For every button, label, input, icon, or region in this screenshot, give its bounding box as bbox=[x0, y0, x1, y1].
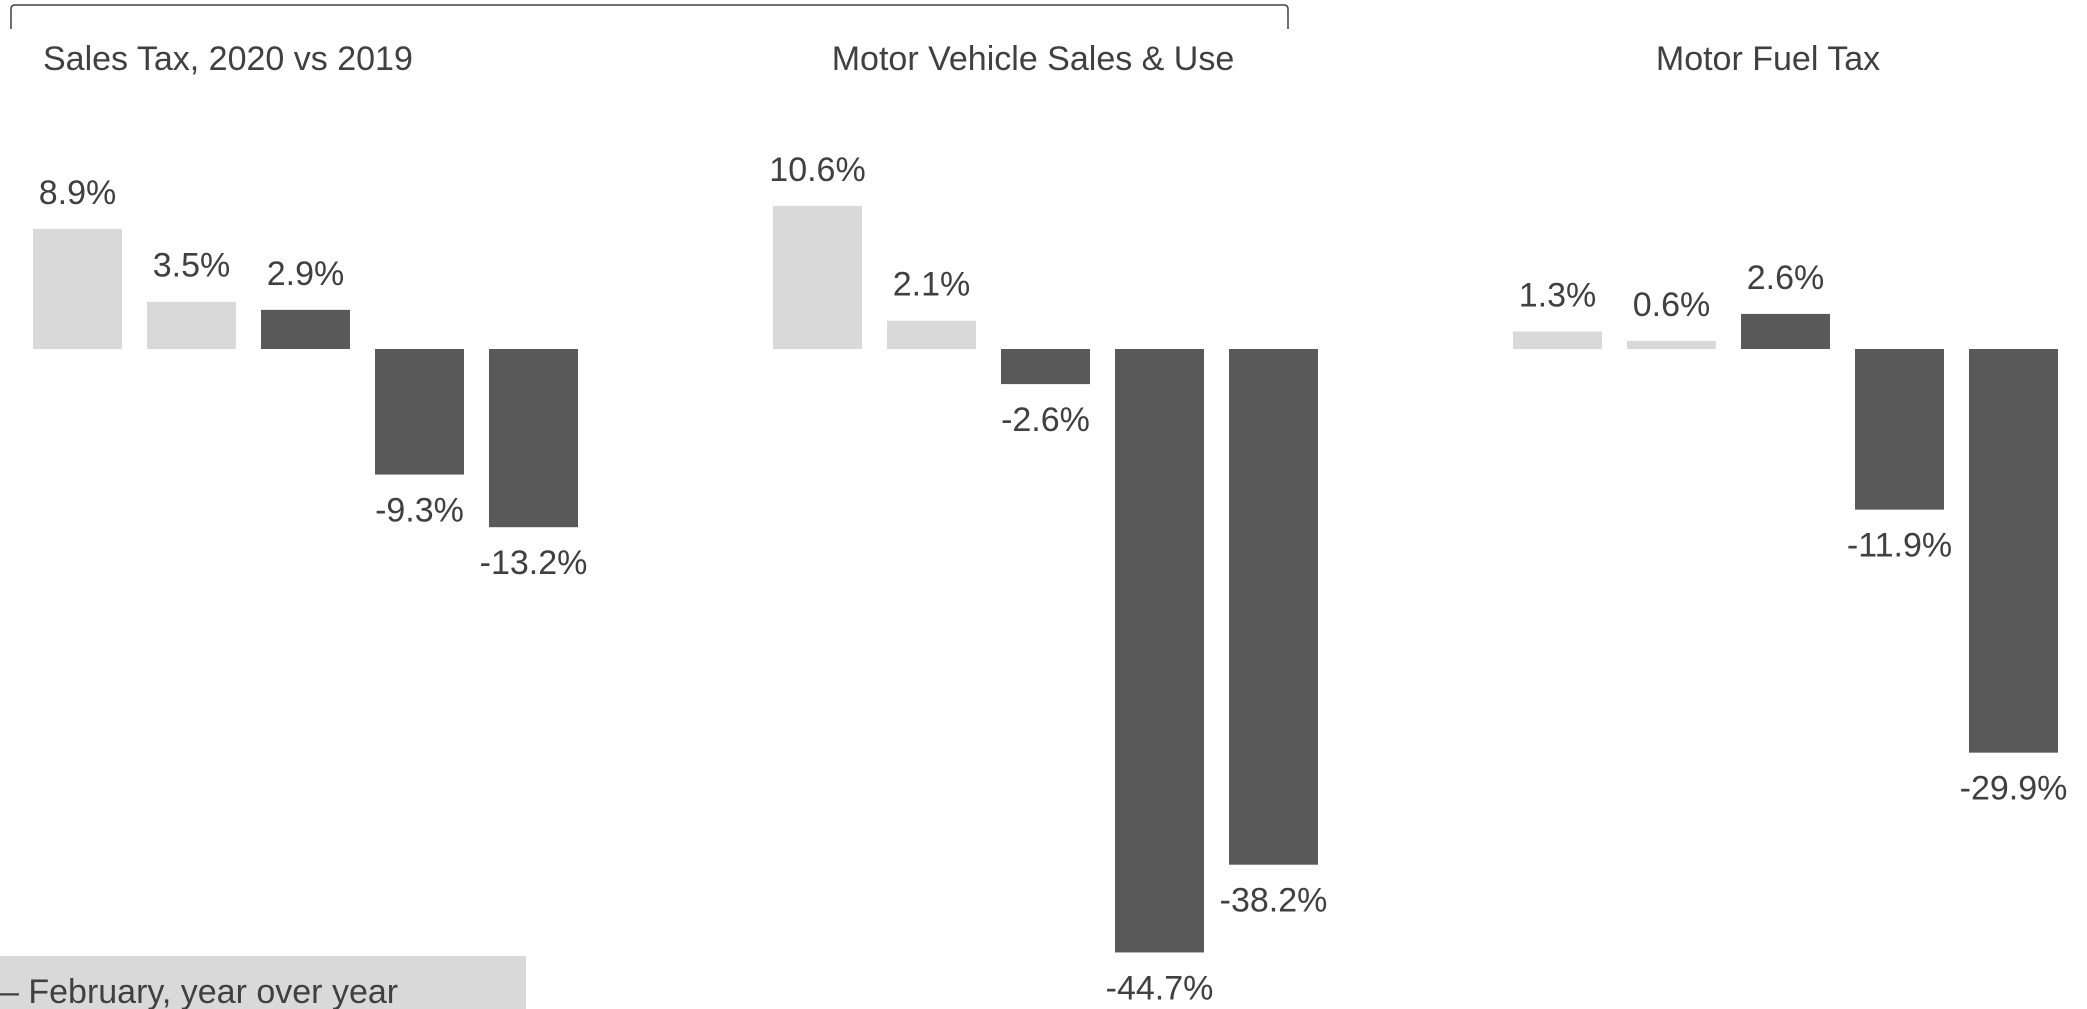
data-label: 1.3% bbox=[1519, 276, 1597, 314]
bar bbox=[1741, 313, 1830, 349]
chart-title: Sales Tax, 2020 vs 2019 bbox=[43, 40, 413, 78]
bar bbox=[33, 228, 122, 349]
bar bbox=[1513, 331, 1602, 349]
data-label: 2.1% bbox=[893, 266, 971, 304]
data-label: 8.9% bbox=[39, 174, 117, 212]
bar bbox=[375, 349, 464, 475]
bar bbox=[887, 320, 976, 349]
data-label: -38.2% bbox=[1220, 882, 1328, 920]
chart-title: Motor Fuel Tax bbox=[1656, 40, 1880, 78]
bar bbox=[773, 205, 862, 349]
data-label: 0.6% bbox=[1633, 286, 1711, 324]
bracket bbox=[10, 4, 1289, 29]
bar bbox=[1969, 349, 2058, 753]
bar bbox=[489, 349, 578, 528]
bar bbox=[1115, 349, 1204, 953]
bar bbox=[1627, 340, 1716, 349]
data-label: -13.2% bbox=[480, 544, 588, 582]
data-label: -44.7% bbox=[1106, 969, 1214, 1007]
data-label: 2.9% bbox=[267, 255, 345, 293]
data-label: -29.9% bbox=[1960, 770, 2068, 808]
data-label: -9.3% bbox=[375, 492, 464, 530]
data-label: 3.5% bbox=[153, 247, 231, 285]
data-label: -11.9% bbox=[1847, 527, 1952, 565]
bar bbox=[1001, 349, 1090, 385]
bar bbox=[1229, 349, 1318, 865]
legend-box bbox=[0, 956, 526, 1009]
chart-title: Motor Vehicle Sales & Use bbox=[832, 40, 1235, 78]
data-label: 2.6% bbox=[1747, 259, 1825, 297]
bar bbox=[261, 309, 350, 349]
data-label: -2.6% bbox=[1001, 401, 1090, 439]
bar bbox=[1855, 349, 1944, 510]
legend-label: – February, year over year bbox=[0, 973, 398, 1009]
bar bbox=[147, 301, 236, 349]
data-label: 10.6% bbox=[769, 151, 865, 189]
